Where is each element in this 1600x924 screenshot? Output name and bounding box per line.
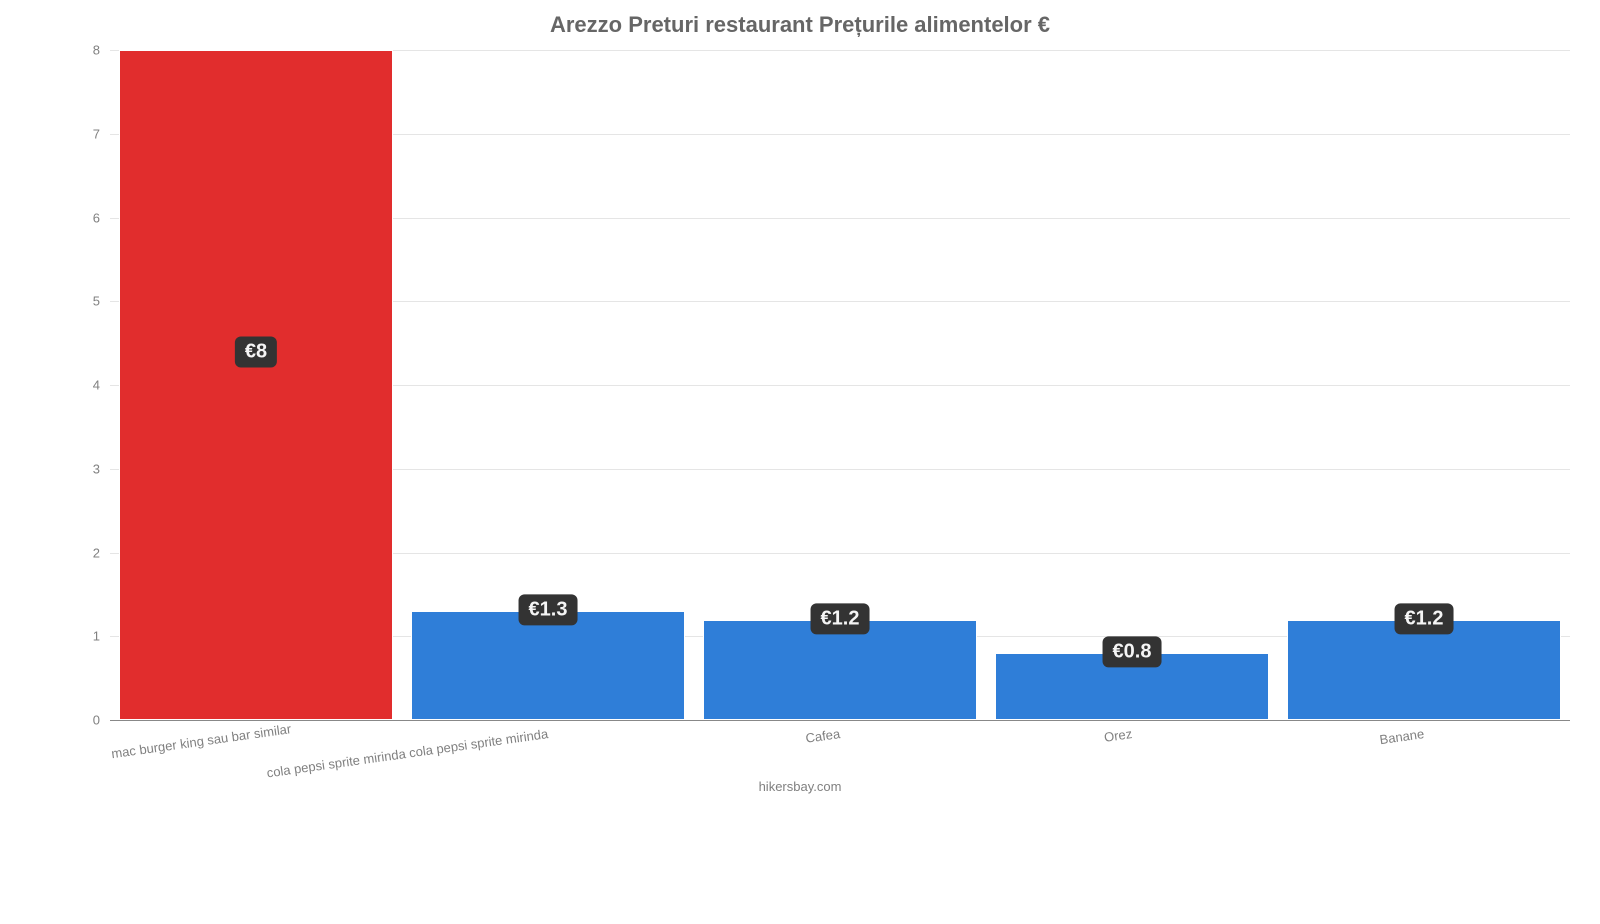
value-badge: €1.2 [811,603,870,634]
plot-area: 012345678 €8€1.3€1.2€0.8€1.2 [110,50,1570,720]
chart-title: Arezzo Preturi restaurant Prețurile alim… [0,0,1600,38]
x-tick-label: mac burger king sau bar similar [110,726,257,761]
bar-slot: €1.2 [694,50,986,720]
bar [703,620,977,721]
value-badge: €1.2 [1395,603,1454,634]
x-axis-labels: mac burger king sau bar similarcola peps… [110,720,1570,780]
y-tick-label: 8 [93,43,110,58]
y-tick-label: 1 [93,629,110,644]
price-chart: Arezzo Preturi restaurant Prețurile alim… [0,0,1600,800]
value-badge: €1.3 [519,595,578,626]
y-tick-label: 6 [93,210,110,225]
bar-slot: €8 [110,50,402,720]
bars-layer: €8 €1.3 €1.2 €0.8 €1.2 [110,50,1570,720]
x-tick-label: Banane [122,726,1425,924]
y-tick-label: 0 [93,713,110,728]
y-tick-label: 7 [93,126,110,141]
bar-slot: €1.2 [1278,50,1570,720]
y-tick-label: 3 [93,461,110,476]
y-tick-label: 2 [93,545,110,560]
value-badge: €0.8 [1103,636,1162,667]
value-badge: €8 [235,336,277,367]
bar [411,611,685,720]
y-tick-label: 4 [93,378,110,393]
x-tick-label: Orez [119,726,1133,883]
bar-slot: €1.3 [402,50,694,720]
y-tick-label: 5 [93,294,110,309]
bar [119,50,393,720]
bar-slot: €0.8 [986,50,1278,720]
credit-text: hikersbay.com [0,779,1600,794]
bar [1287,620,1561,721]
